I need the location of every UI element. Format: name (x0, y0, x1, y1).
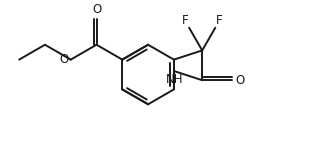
Text: O: O (235, 74, 244, 87)
Text: O: O (60, 53, 69, 66)
Text: F: F (182, 14, 188, 27)
Text: NH: NH (166, 73, 184, 86)
Text: F: F (216, 14, 223, 27)
Text: O: O (92, 3, 101, 16)
